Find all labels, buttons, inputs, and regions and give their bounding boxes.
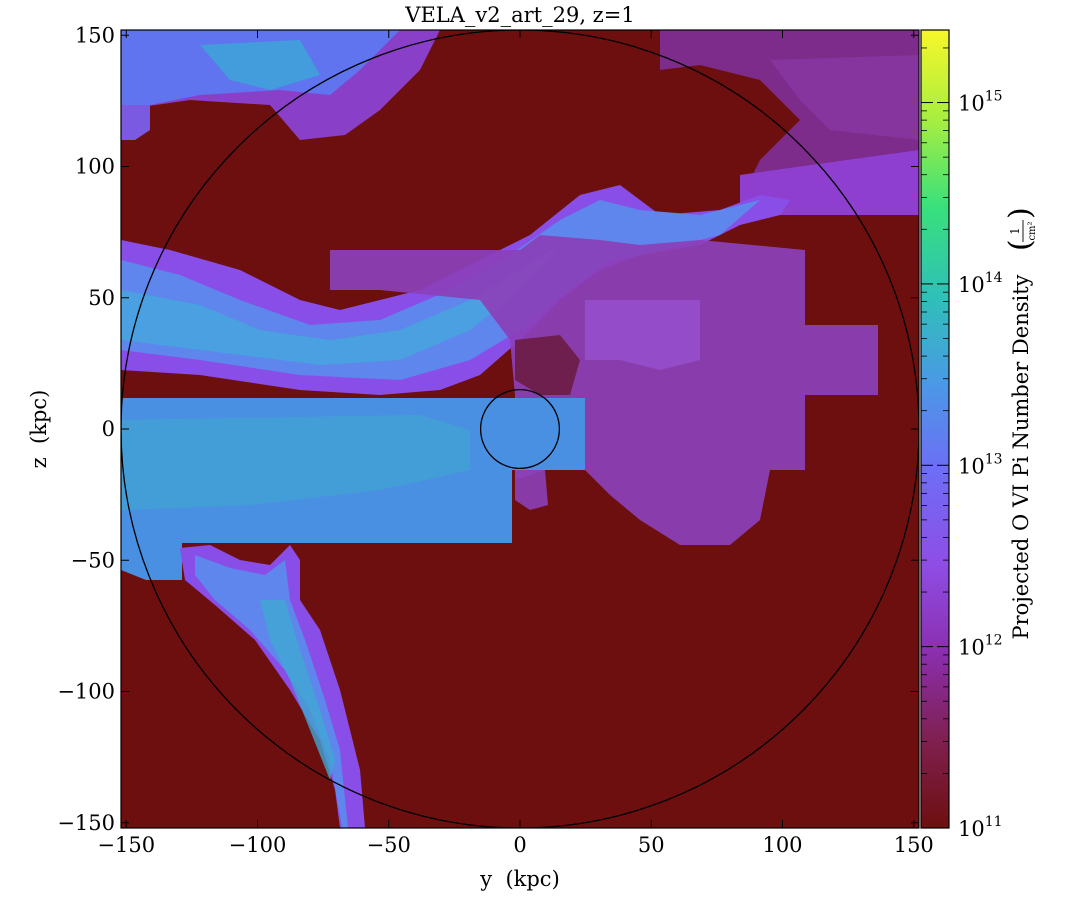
x-tick-label: −100 — [229, 833, 287, 857]
x-tick-label: 150 — [894, 833, 934, 857]
colorbar-gradient — [921, 30, 949, 828]
y-tick-label: 150 — [75, 23, 115, 47]
upper-left-structure — [121, 30, 440, 140]
x-tick-label: 100 — [762, 833, 802, 857]
colorbar-tick-label: 1012 — [958, 633, 1003, 660]
inner-radius-circle — [479, 388, 561, 470]
right-cloud — [330, 235, 878, 545]
colorbar-frame — [920, 29, 950, 829]
colorbar: 1011 1012 1013 1014 1015 Projected O VI Pi N… — [920, 29, 1038, 841]
upper-right-structure — [660, 30, 919, 215]
x-axis: −150 −100 −50 0 50 100 150 — [97, 30, 934, 857]
colorbar-tick-label: 1015 — [958, 89, 1003, 116]
lower-tail-structure — [180, 545, 365, 828]
chart-title: VELA_v2_art_29, z=1 — [404, 3, 634, 27]
y-tick-label: −100 — [57, 680, 115, 704]
unit-numerator: 1 — [1008, 227, 1022, 235]
x-tick-label: −50 — [367, 833, 411, 857]
colorbar-tick-label: 1014 — [958, 270, 1003, 297]
colorbar-label: Projected O VI Pi Number Density — [1009, 274, 1033, 639]
plot-area — [121, 30, 919, 828]
y-axis: −150 −100 −50 0 50 100 150 — [57, 23, 919, 835]
colorbar-label-group: Projected O VI Pi Number Density ( 1 cm²… — [1003, 207, 1038, 639]
colorbar-unit: ( 1 cm² ) — [1003, 207, 1038, 251]
y-tick-label: 50 — [88, 286, 115, 310]
x-tick-label: 50 — [638, 833, 665, 857]
unit-paren-close: ) — [1003, 207, 1038, 219]
y-axis-label: z (kpc) — [27, 390, 51, 469]
x-axis-label: y (kpc) — [479, 867, 560, 891]
y-tick-label: −150 — [57, 811, 115, 835]
colorbar-tick-label: 1011 — [958, 814, 1003, 841]
y-tick-label: 100 — [75, 155, 115, 179]
unit-denominator: cm² — [1027, 221, 1038, 240]
x-tick-label: 0 — [513, 833, 526, 857]
colorbar-ticks: 1011 1012 1013 1014 1015 — [921, 47, 1003, 841]
y-tick-label: −50 — [71, 548, 115, 572]
x-tick-label: −150 — [97, 833, 155, 857]
unit-paren-open: ( — [1003, 239, 1038, 251]
colorbar-tick-label: 1013 — [958, 451, 1003, 478]
central-slab — [121, 398, 585, 580]
y-tick-label: 0 — [102, 417, 115, 441]
